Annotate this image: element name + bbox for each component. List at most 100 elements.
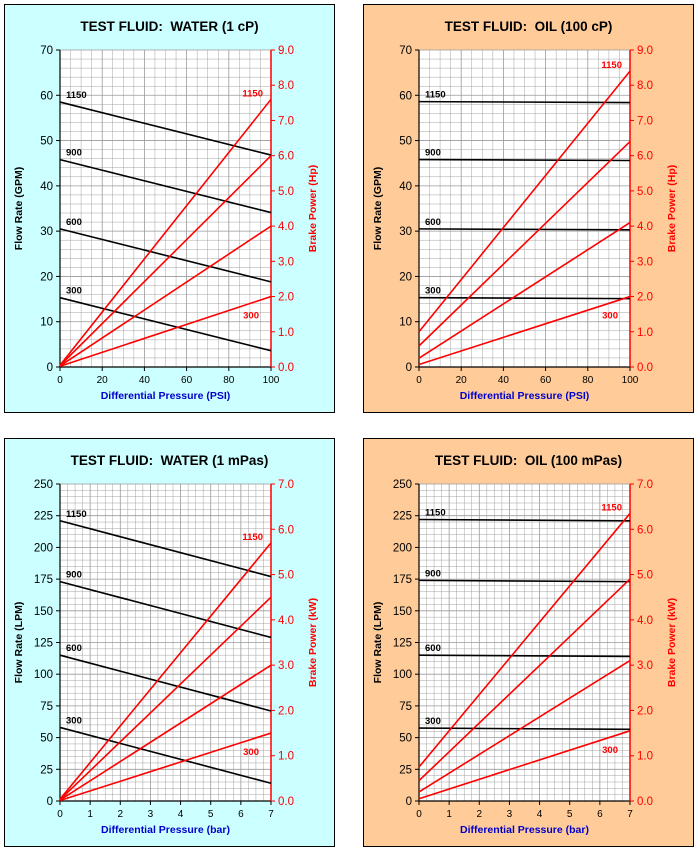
y-tick-label: 125 — [34, 638, 53, 650]
x-tick-label: 5 — [567, 809, 573, 820]
y-tick-label: 0 — [406, 796, 412, 808]
y2-tick-label: 3.0 — [637, 660, 653, 672]
y2-tick-label: 6.0 — [278, 524, 294, 536]
power-line-1150 — [418, 70, 631, 333]
power-line-1150 — [418, 512, 631, 768]
flow-line-label: 600 — [66, 643, 82, 654]
flow-line-1150 — [59, 519, 272, 578]
power-line-600 — [59, 664, 272, 801]
x-tick-label: 60 — [181, 375, 193, 386]
x-tick-label: 40 — [498, 375, 510, 386]
y2-tick-label: 2.0 — [637, 292, 653, 304]
y-tick-label: 50 — [399, 733, 412, 745]
flow-line-900 — [418, 579, 631, 583]
flow-line-300 — [418, 727, 631, 731]
y2-tick-label: 8.0 — [637, 80, 653, 92]
y2-tick-label: 3.0 — [278, 660, 294, 672]
y-tick-label: 225 — [393, 511, 412, 523]
y-tick-label: 75 — [399, 701, 412, 713]
x-tick-label: 20 — [456, 375, 468, 386]
power-line-600 — [418, 221, 631, 359]
flow-line-label: 900 — [66, 148, 82, 159]
y2-tick-label: 2.0 — [278, 705, 294, 717]
chart-panel-water-us: 0 10 20 30 40 50 60 70 0.0 1.0 2.0 3.0 4.0 5.0 6.0 7.0 8… — [4, 4, 335, 413]
flow-line-label: 600 — [66, 217, 82, 228]
y-tick-label: 30 — [399, 226, 412, 238]
power-line-label: 300 — [602, 745, 618, 756]
chart-panel-water-metric: 0 25 50 75 100 125 150 175 200 225 250 0.0 1.0 2.0 3.0… — [4, 438, 335, 847]
y-tick-label: 200 — [393, 542, 412, 554]
y-axis-title: Flow Rate (GPM) — [372, 167, 384, 250]
x-tick-label: 100 — [263, 375, 280, 386]
y-tick-label: 250 — [34, 479, 53, 491]
flow-line-1150 — [418, 100, 631, 104]
y-tick-label: 175 — [34, 574, 53, 586]
y2-tick-label: 1.0 — [637, 327, 653, 339]
y2-tick-label: 3.0 — [637, 256, 653, 268]
y-tick-label: 50 — [399, 136, 412, 148]
flow-line-1150 — [418, 518, 631, 522]
power-line-900 — [59, 596, 272, 801]
y2-tick-label: 5.0 — [278, 570, 294, 582]
chart-svg: 0 10 20 30 40 50 60 70 0.0 1.0 2.0 3.0 4.0 5.0 6.0 7.0 8… — [372, 45, 678, 402]
power-line-900 — [418, 578, 631, 782]
y-tick-label: 100 — [34, 669, 53, 681]
x-tick-label: 6 — [238, 809, 244, 820]
y2-tick-label: 0.0 — [637, 796, 653, 808]
flow-line-label: 900 — [425, 568, 441, 579]
x-tick-label: 100 — [622, 375, 639, 386]
y2-axis-title: Brake Power (Hp) — [666, 165, 678, 253]
y-tick-label: 30 — [40, 226, 53, 238]
y2-tick-label: 0.0 — [278, 362, 294, 374]
power-line-1150 — [59, 98, 272, 366]
flow-line-label: 1150 — [66, 90, 87, 101]
y2-tick-label: 1.0 — [278, 327, 294, 339]
x-tick-label: 20 — [97, 375, 109, 386]
flow-line-label: 300 — [66, 286, 82, 297]
y-tick-label: 40 — [40, 181, 53, 193]
power-line-label: 1150 — [242, 88, 263, 99]
y2-tick-label: 4.0 — [278, 221, 294, 233]
x-tick-label: 6 — [597, 809, 603, 820]
x-tick-label: 0 — [57, 375, 63, 386]
y-axis-title: Flow Rate (LPM) — [372, 602, 384, 684]
y-tick-label: 200 — [34, 542, 53, 554]
y2-tick-label: 7.0 — [278, 115, 294, 127]
y-tick-label: 50 — [40, 733, 53, 745]
y2-axis-title: Brake Power (kW) — [307, 598, 319, 687]
y2-tick-label: 6.0 — [637, 524, 653, 536]
power-line-300 — [59, 295, 272, 368]
y2-tick-label: 4.0 — [637, 615, 653, 627]
x-tick-label: 80 — [582, 375, 594, 386]
y-tick-label: 20 — [399, 271, 412, 283]
flow-line-label: 900 — [425, 148, 441, 159]
y-axis-title: Flow Rate (LPM) — [13, 602, 25, 684]
x-tick-label: 0 — [57, 809, 63, 820]
y2-tick-label: 8.0 — [278, 80, 294, 92]
x-tick-label: 0 — [416, 375, 422, 386]
y2-axis-title: Brake Power (Hp) — [307, 165, 319, 253]
y2-tick-label: 3.0 — [278, 256, 294, 268]
x-tick-label: 0 — [416, 809, 422, 820]
y2-tick-label: 4.0 — [637, 221, 653, 233]
y2-tick-label: 2.0 — [637, 705, 653, 717]
y2-tick-label: 5.0 — [278, 186, 294, 198]
y2-tick-label: 1.0 — [278, 751, 294, 763]
flow-line-label: 600 — [425, 643, 441, 654]
flow-line-label: 300 — [66, 715, 82, 726]
x-tick-label: 80 — [223, 375, 235, 386]
y-tick-label: 40 — [399, 181, 412, 193]
flow-line-label: 1150 — [425, 508, 446, 519]
flow-line-1150 — [59, 101, 272, 156]
y2-tick-label: 7.0 — [637, 479, 653, 491]
chart-title: TEST FLUID: OIL (100 cP) — [444, 19, 613, 34]
chart-title: TEST FLUID: WATER (1 cP) — [80, 19, 259, 34]
power-line-label: 300 — [243, 311, 259, 322]
y-tick-label: 225 — [34, 511, 53, 523]
y2-tick-label: 0.0 — [637, 362, 653, 374]
y-tick-label: 10 — [399, 317, 412, 329]
y-tick-label: 75 — [40, 701, 53, 713]
y-tick-label: 25 — [40, 764, 53, 776]
flow-line-300 — [59, 726, 272, 785]
y2-tick-label: 0.0 — [278, 796, 294, 808]
